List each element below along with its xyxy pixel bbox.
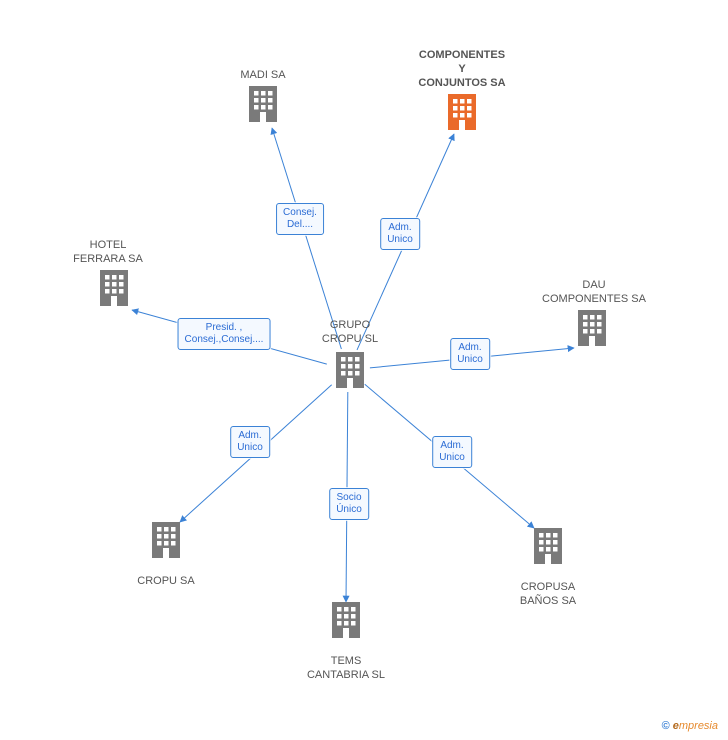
edge-label: Adm. Unico: [450, 338, 490, 370]
building-icon: [448, 94, 476, 135]
building-icon: [578, 310, 606, 351]
node-label-wrap: CROPU SA: [96, 574, 236, 592]
node-icon-wrap: [152, 522, 180, 563]
edge-label: Presid. , Consej.,Consej....: [178, 318, 271, 350]
edge-line: [272, 128, 341, 349]
building-icon: [249, 86, 277, 127]
building-icon: [332, 602, 360, 643]
node-label: MADI SA: [193, 68, 333, 82]
edge-label: Consej. Del....: [276, 203, 324, 235]
node-label: GRUPO CROPU SL: [280, 318, 420, 346]
node-label: TEMS CANTABRIA SL: [276, 654, 416, 682]
building-icon: [100, 270, 128, 311]
building-icon: [534, 528, 562, 569]
node-icon-wrap: [336, 352, 364, 393]
node-label-wrap: CROPUSA BAÑOS SA: [478, 580, 618, 612]
edges-layer: [0, 0, 728, 740]
node-icon-wrap: [100, 270, 128, 311]
footer-credit: © empresia: [662, 720, 718, 732]
node-label: HOTEL FERRARA SA: [38, 238, 178, 266]
copyright-symbol: ©: [662, 720, 670, 732]
node-icon-wrap: [332, 602, 360, 643]
edge-label: Adm. Unico: [380, 218, 420, 250]
brand-name: empresia: [673, 720, 718, 732]
node-label: COMPONENTES Y CONJUNTOS SA: [392, 48, 532, 90]
node-label-wrap: TEMS CANTABRIA SL: [276, 654, 416, 686]
building-icon: [152, 522, 180, 563]
node-icon-wrap: [448, 94, 476, 135]
node-icon-wrap: [578, 310, 606, 351]
building-icon: [336, 352, 364, 393]
edge-label: Adm. Unico: [432, 436, 472, 468]
edge-label: Adm. Unico: [230, 426, 270, 458]
node-label-wrap: MADI SA: [193, 68, 333, 86]
node-label-wrap: COMPONENTES Y CONJUNTOS SA: [392, 48, 532, 94]
node-label-wrap: HOTEL FERRARA SA: [38, 238, 178, 270]
node-label: CROPU SA: [96, 574, 236, 588]
node-label-wrap: GRUPO CROPU SL: [280, 318, 420, 350]
diagram-canvas: GRUPO CROPU SL MADI SA COMPONENTES Y CON…: [0, 0, 728, 740]
node-label: CROPUSA BAÑOS SA: [478, 580, 618, 608]
node-label: DAU COMPONENTES SA: [524, 278, 664, 306]
node-icon-wrap: [534, 528, 562, 569]
edge-label: Socio Único: [329, 488, 369, 520]
node-label-wrap: DAU COMPONENTES SA: [524, 278, 664, 310]
node-icon-wrap: [249, 86, 277, 127]
